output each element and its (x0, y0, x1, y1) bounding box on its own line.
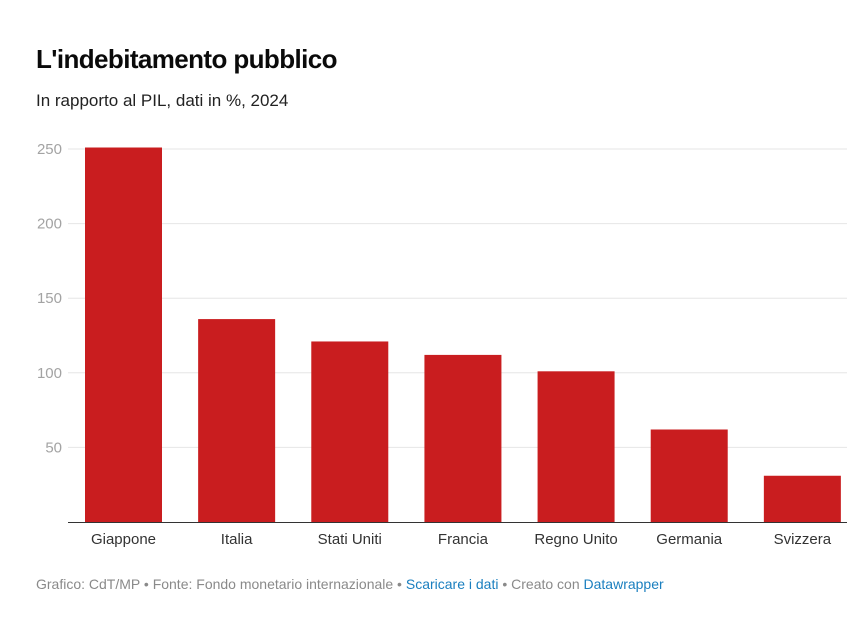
chart-footer: Grafico: CdT/MP • Fonte: Fondo monetario… (36, 576, 664, 592)
x-tick-label: Francia (438, 531, 489, 548)
bar-chart: 50 100 150 200 250 Giappone Italia Stati Uniti… (37, 141, 847, 548)
source-text: Fonte: Fondo monetario internazionale (152, 576, 394, 592)
x-tick-label: Regno Unito (534, 531, 617, 548)
bar-italia (198, 319, 276, 522)
bar-svizzera (763, 475, 841, 522)
bar-giappone (85, 147, 162, 522)
chart-title: L'indebitamento pubblico (36, 44, 337, 74)
bar-germania (650, 429, 728, 522)
category-labels: Giappone Italia Stati Uniti Francia Regno Un… (91, 531, 832, 548)
datawrapper-link[interactable]: Datawrapper (583, 576, 664, 592)
y-tick-label: 200 (37, 216, 62, 233)
chart-subtitle: In rapporto al PIL, dati in %, 2024 (36, 91, 289, 110)
y-tick-label: 100 (37, 365, 62, 382)
footer-separator: • (498, 576, 512, 592)
bar-regno-unito (537, 371, 615, 522)
x-tick-label: Svizzera (774, 531, 832, 548)
download-data-link[interactable]: Scaricare i dati (405, 576, 499, 592)
bar-francia (424, 354, 502, 522)
footer-separator: • (140, 576, 153, 592)
y-tick-label: 150 (37, 290, 62, 307)
x-tick-label: Germania (656, 531, 723, 548)
x-tick-label: Giappone (91, 531, 156, 548)
x-tick-label: Stati Uniti (318, 531, 382, 548)
y-tick-label: 250 (37, 141, 62, 158)
footer-separator: • (393, 576, 406, 592)
credit-text: Grafico: CdT/MP (36, 576, 140, 592)
x-tick-label: Italia (221, 531, 253, 548)
bars (85, 147, 841, 522)
y-tick-label: 50 (45, 439, 62, 456)
created-with-text: Creato con (511, 576, 580, 592)
bar-stati-uniti (311, 341, 389, 522)
